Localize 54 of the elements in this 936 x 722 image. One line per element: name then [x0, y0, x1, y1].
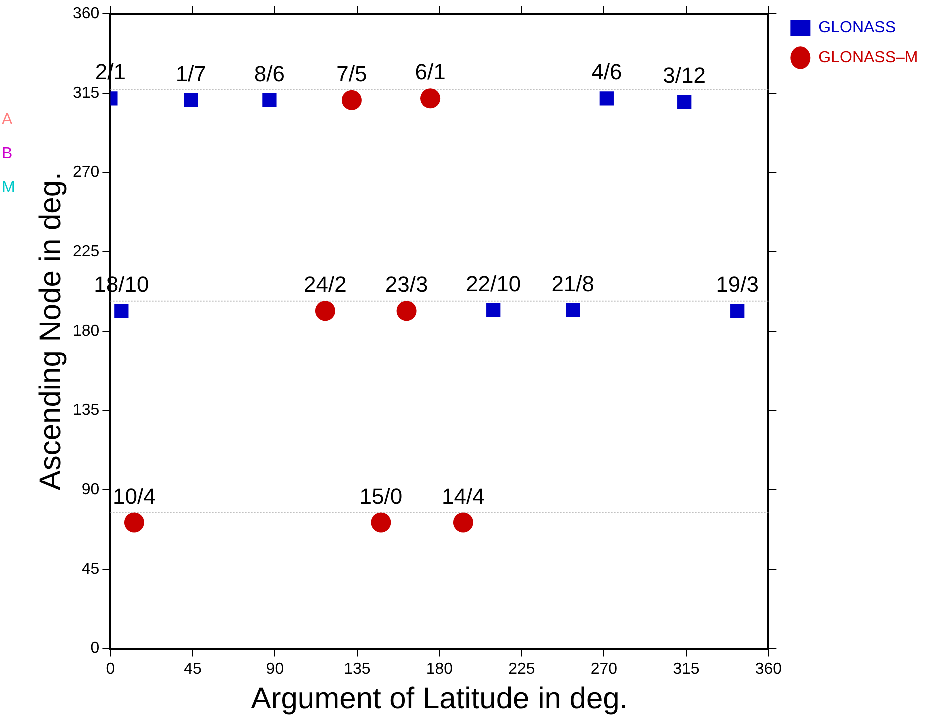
y-tick-label: 0 — [90, 640, 100, 658]
annotation: 19/3 — [716, 272, 760, 298]
x-tick-label: 180 — [426, 660, 454, 678]
annotation: 15/0 — [360, 484, 403, 509]
point — [453, 512, 474, 533]
x-tick-label: 360 — [755, 660, 782, 678]
point — [600, 92, 614, 106]
annotation: 22/10 — [466, 271, 522, 296]
y-tick-label: 315 — [72, 84, 100, 102]
x-axis-title: Argument of Latitude in deg. — [251, 682, 628, 716]
legend-label: GLONASS–M — [818, 49, 918, 66]
y-tick-label: 225 — [72, 243, 100, 260]
y-tick-label: 90 — [82, 482, 100, 499]
y-tick-label: 270 — [72, 164, 100, 182]
point — [184, 93, 198, 108]
x-tick-label: 270 — [590, 660, 618, 678]
point — [315, 301, 336, 322]
annotation: 24/2 — [304, 272, 347, 298]
annotation: 21/8 — [552, 271, 595, 296]
legend-label: GLONASS — [818, 19, 896, 36]
x-tick-label: 135 — [344, 660, 371, 678]
annotation: 4/6 — [592, 60, 622, 85]
x-tick-label: 90 — [266, 660, 284, 678]
annotation: 10/4 — [113, 484, 156, 509]
point — [124, 512, 144, 533]
point — [730, 304, 745, 318]
annotation: 6/1 — [415, 60, 446, 85]
y-tick-label: 360 — [72, 5, 100, 22]
annotation: 3/12 — [663, 63, 706, 88]
x-tick-label: 0 — [106, 660, 116, 678]
point — [342, 90, 362, 110]
text: A — [2, 111, 13, 128]
point — [566, 303, 580, 318]
point — [420, 88, 441, 109]
point — [371, 512, 392, 533]
annotation: 7/5 — [336, 61, 368, 86]
text: B — [2, 145, 13, 162]
text: M — [2, 179, 16, 196]
x-tick-label: 45 — [184, 660, 202, 678]
y-tick-label: 135 — [72, 402, 100, 420]
point — [396, 301, 417, 322]
annotation: 8/6 — [254, 61, 285, 86]
x-tick-label: 315 — [673, 660, 700, 678]
point — [114, 304, 129, 318]
annotation: 14/4 — [442, 484, 485, 509]
point — [678, 95, 692, 110]
point — [262, 93, 277, 108]
y-axis-title: Ascending Node in deg. — [34, 172, 68, 491]
annotation: 23/3 — [385, 272, 428, 298]
point — [486, 303, 501, 318]
y-tick-label: 45 — [82, 560, 100, 578]
annotation: 1/7 — [176, 61, 206, 86]
y-tick-label: 180 — [72, 322, 100, 340]
x-tick-label: 225 — [508, 660, 536, 678]
